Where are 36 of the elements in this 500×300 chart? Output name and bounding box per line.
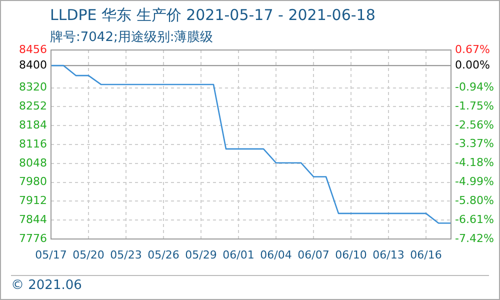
y2-tick-label: 0.67% <box>455 42 490 56</box>
y-tick-label: 7844 <box>19 212 47 226</box>
y2-tick-label: -1.75% <box>455 99 494 112</box>
y2-tick-label: -4.99% <box>455 175 494 188</box>
y2-tick-label: -5.80% <box>455 194 494 208</box>
y2-tick-label: -3.37% <box>455 137 494 150</box>
x-tick-label: 06/13 <box>372 248 404 262</box>
y-tick-label: 7776 <box>19 232 47 245</box>
y-tick-label: 8320 <box>19 80 47 94</box>
x-tick-label: 06/16 <box>410 248 442 262</box>
x-tick-label: 05/29 <box>185 248 217 262</box>
text: © 2021.06 <box>11 278 82 293</box>
x-tick-label: 05/20 <box>72 248 104 262</box>
chart-title: LLDPE 华东 生产价 2021-05-17 - 2021-06-18 <box>50 6 376 25</box>
y2-tick-label: 0.00% <box>455 58 490 72</box>
y-tick-label: 7980 <box>19 175 47 188</box>
x-tick-label: 06/04 <box>260 248 292 262</box>
x-tick-label: 05/26 <box>148 248 180 262</box>
chart-subtitle: 牌号:7042;用途级别:薄膜级 <box>50 29 214 46</box>
y-tick-label: 7912 <box>19 194 47 208</box>
x-tick-label: 06/07 <box>298 248 330 262</box>
y2-tick-label: -0.94% <box>455 80 494 94</box>
y-tick-label: 8116 <box>19 137 47 150</box>
x-tick-label: 06/01 <box>222 248 254 262</box>
y2-tick-label: -7.42% <box>455 232 494 245</box>
y2-tick-label: -4.18% <box>455 156 494 170</box>
x-tick-label: 06/10 <box>335 248 367 262</box>
x-tick-label: 05/17 <box>35 248 67 262</box>
y2-tick-label: -6.61% <box>455 212 494 226</box>
x-tick-label: 05/23 <box>110 248 142 262</box>
y2-tick-label: -2.56% <box>455 118 494 132</box>
y-tick-label: 8252 <box>19 100 47 113</box>
y-tick-label: 8400 <box>19 58 47 72</box>
y-tick-label: 8456 <box>19 42 47 56</box>
y-tick-label: 8184 <box>19 118 47 132</box>
y-tick-label: 8048 <box>19 156 47 170</box>
